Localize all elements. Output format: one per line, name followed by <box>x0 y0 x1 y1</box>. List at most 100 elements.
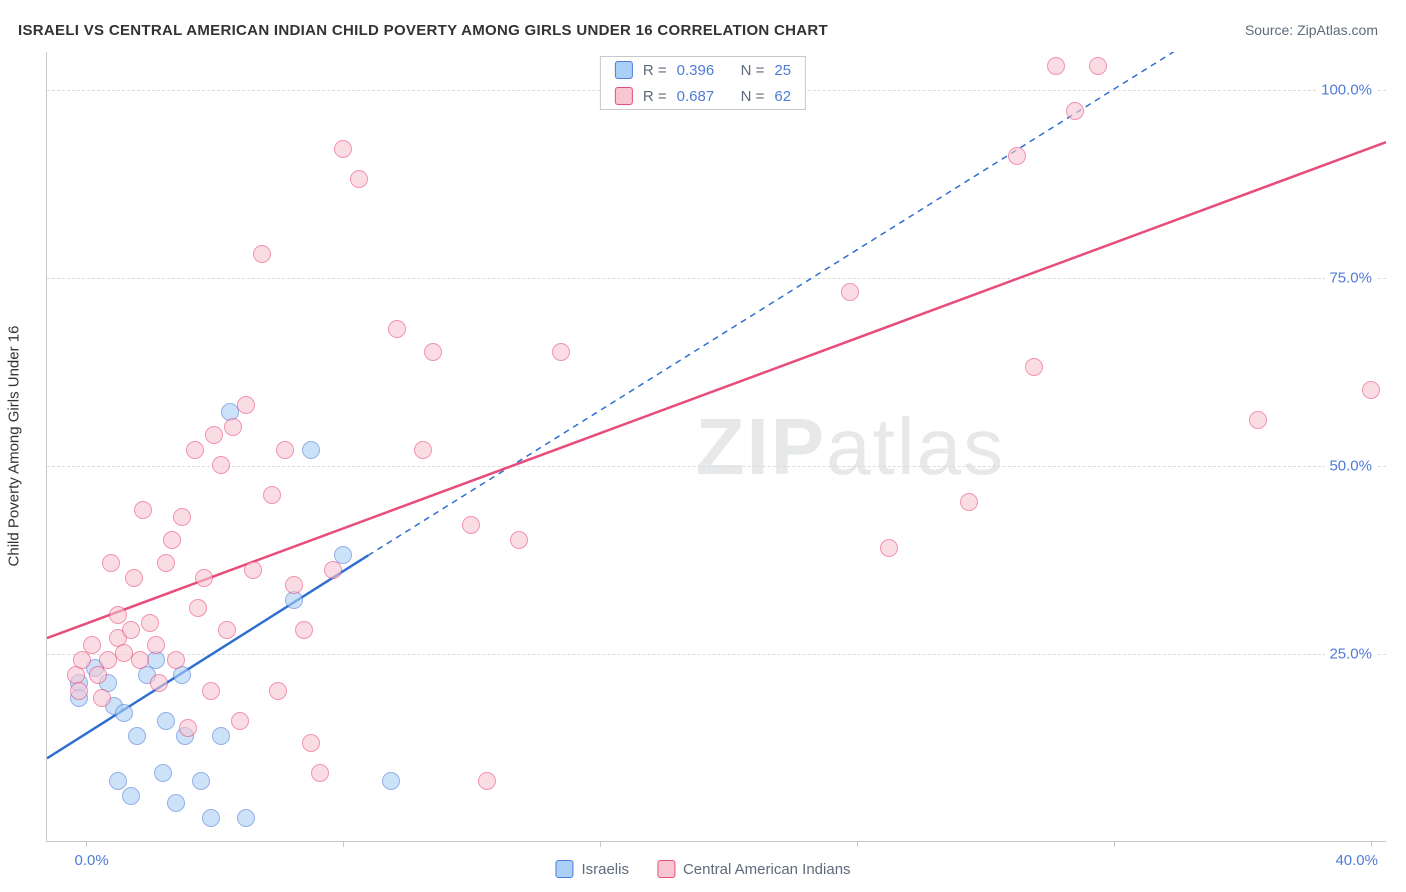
legend-item: Central American Indians <box>657 860 851 878</box>
scatter-point <box>89 666 107 684</box>
legend-label: Central American Indians <box>683 861 851 878</box>
scatter-point <box>1089 57 1107 75</box>
x-tick <box>600 841 601 847</box>
watermark: ZIPatlas <box>696 401 1005 493</box>
scatter-point <box>115 704 133 722</box>
y-tick-label: 100.0% <box>1317 81 1376 98</box>
scatter-point <box>462 516 480 534</box>
scatter-point <box>131 651 149 669</box>
legend-n-label: N = <box>741 62 765 79</box>
scatter-point <box>388 320 406 338</box>
scatter-point <box>128 727 146 745</box>
legend-n-value: 25 <box>774 62 791 79</box>
source-label: Source: ZipAtlas.com <box>1245 22 1378 38</box>
legend-swatch <box>555 860 573 878</box>
scatter-point <box>93 689 111 707</box>
scatter-point <box>841 283 859 301</box>
scatter-point <box>189 599 207 617</box>
watermark-bold: ZIP <box>696 402 826 491</box>
scatter-point <box>478 772 496 790</box>
scatter-point <box>1008 147 1026 165</box>
legend-swatch <box>657 860 675 878</box>
x-tick <box>86 841 87 847</box>
scatter-point <box>880 539 898 557</box>
scatter-point <box>285 576 303 594</box>
scatter-point <box>109 772 127 790</box>
scatter-point <box>125 569 143 587</box>
scatter-point <box>382 772 400 790</box>
legend-row: R = 0.396 N = 25 <box>601 57 805 83</box>
scatter-point <box>157 554 175 572</box>
scatter-point <box>231 712 249 730</box>
scatter-point <box>202 809 220 827</box>
x-tick <box>857 841 858 847</box>
scatter-point <box>122 787 140 805</box>
gridline <box>47 278 1386 279</box>
scatter-point <box>244 561 262 579</box>
scatter-point <box>263 486 281 504</box>
y-tick-label: 75.0% <box>1325 269 1376 286</box>
scatter-point <box>154 764 172 782</box>
scatter-point <box>141 614 159 632</box>
legend-r-value: 0.687 <box>677 88 731 105</box>
scatter-point <box>1362 381 1380 399</box>
gridline <box>47 654 1386 655</box>
legend-row: R =0.687N =62 <box>601 83 805 109</box>
plot-area: ZIPatlas 25.0%50.0%75.0%100.0% <box>46 52 1386 842</box>
scatter-point <box>70 682 88 700</box>
chart-title: ISRAELI VS CENTRAL AMERICAN INDIAN CHILD… <box>18 22 828 39</box>
scatter-point <box>414 441 432 459</box>
scatter-point <box>167 794 185 812</box>
legend-swatch <box>615 87 633 105</box>
scatter-point <box>237 396 255 414</box>
y-axis-label: Child Poverty Among Girls Under 16 <box>6 326 23 567</box>
legend-r-value: 0.396 <box>677 62 731 79</box>
legend-item: Israelis <box>555 860 629 878</box>
legend-r-label: R = <box>643 62 667 79</box>
scatter-point <box>202 682 220 700</box>
x-tick <box>1114 841 1115 847</box>
scatter-point <box>1025 358 1043 376</box>
x-tick-label: 40.0% <box>1335 852 1378 869</box>
scatter-point <box>122 621 140 639</box>
scatter-point <box>134 501 152 519</box>
scatter-point <box>253 245 271 263</box>
scatter-point <box>510 531 528 549</box>
scatter-point <box>302 734 320 752</box>
scatter-point <box>150 674 168 692</box>
scatter-point <box>102 554 120 572</box>
scatter-point <box>83 636 101 654</box>
scatter-point <box>1249 411 1267 429</box>
scatter-point <box>552 343 570 361</box>
scatter-point <box>163 531 181 549</box>
legend-n-label: N = <box>741 88 765 105</box>
watermark-rest: atlas <box>826 402 1005 491</box>
scatter-point <box>218 621 236 639</box>
scatter-point <box>302 441 320 459</box>
scatter-point <box>960 493 978 511</box>
scatter-point <box>276 441 294 459</box>
scatter-point <box>179 719 197 737</box>
legend-label: Israelis <box>581 861 629 878</box>
scatter-point <box>311 764 329 782</box>
scatter-point <box>269 682 287 700</box>
scatter-point <box>424 343 442 361</box>
legend-correlation: R = 0.396 N = 25R = 0.687 N = 62 <box>600 56 806 110</box>
scatter-point <box>167 651 185 669</box>
legend-swatch <box>615 61 633 79</box>
scatter-point <box>195 569 213 587</box>
scatter-point <box>1047 57 1065 75</box>
scatter-point <box>334 140 352 158</box>
scatter-point <box>192 772 210 790</box>
legend-n-value: 62 <box>774 88 791 105</box>
chart-container: ISRAELI VS CENTRAL AMERICAN INDIAN CHILD… <box>0 0 1406 892</box>
legend-series: Israelis Central American Indians <box>555 860 850 878</box>
scatter-point <box>173 508 191 526</box>
scatter-point <box>212 456 230 474</box>
x-tick <box>343 841 344 847</box>
scatter-point <box>73 651 91 669</box>
scatter-point <box>295 621 313 639</box>
scatter-point <box>224 418 242 436</box>
scatter-point <box>324 561 342 579</box>
x-tick-label: 0.0% <box>75 852 109 869</box>
